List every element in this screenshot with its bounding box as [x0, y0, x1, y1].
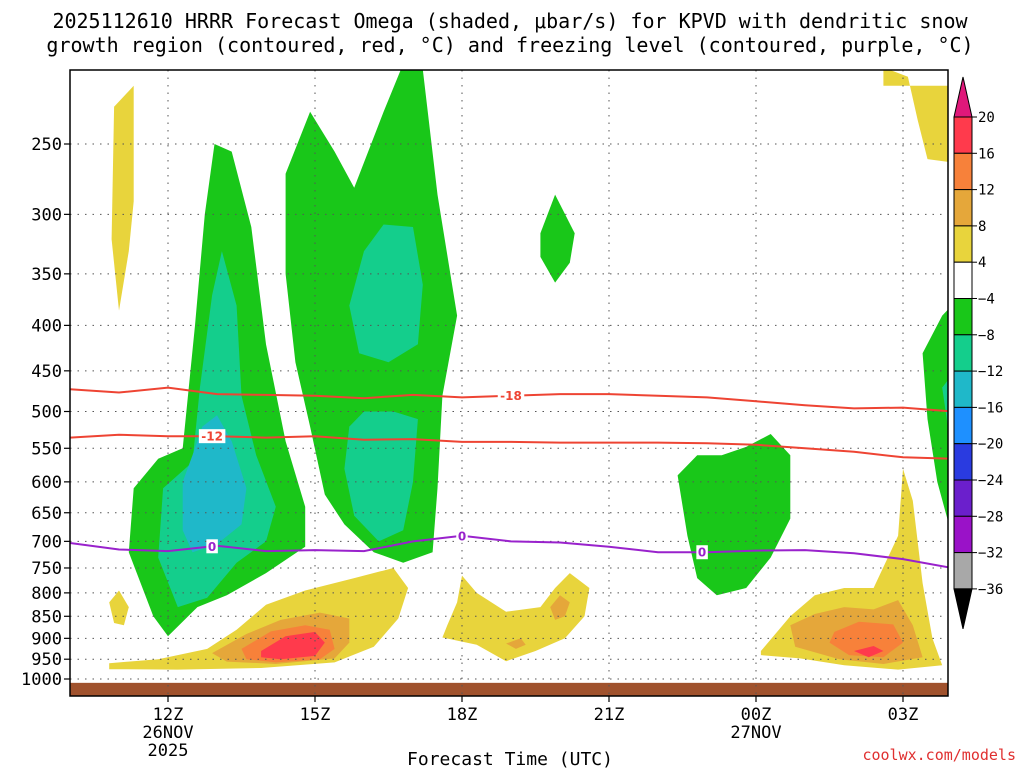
freezing-level-contour-label-1: 0	[458, 529, 466, 543]
y-tick-label-400: 400	[31, 316, 62, 336]
plot-frame	[69, 69, 949, 697]
y-tick-label-850: 850	[31, 607, 62, 627]
colorbar-label-10: −24	[978, 473, 1003, 489]
colorbar-segment-11	[953, 515, 973, 554]
y-tick-label-900: 900	[31, 629, 62, 649]
contour-lines: -18 -12 0 0 0	[70, 386, 948, 569]
omega-region-1	[109, 590, 129, 626]
y-tick-label-550: 550	[31, 439, 62, 459]
x-tick-label-03Z: 03Z	[888, 705, 919, 725]
y-tick-label-300: 300	[31, 205, 62, 225]
y-tick-label-950: 950	[31, 650, 62, 670]
dgz-upper-contour	[70, 386, 948, 413]
omega-region-8	[506, 638, 526, 649]
colorbar-label-6: −8	[978, 328, 995, 344]
colorbar-label-3: 8	[978, 219, 986, 235]
omega-region-12	[261, 631, 325, 660]
omega-region-7	[550, 595, 570, 620]
dgz-upper-contour-label-0: -18	[500, 389, 522, 403]
omega-region-20	[349, 224, 423, 363]
freezing-level-contour-label-2: 0	[698, 546, 706, 560]
colorbar-segment-7	[953, 370, 973, 408]
y-tick-label-1000: 1000	[21, 670, 62, 690]
colorbar-label-11: −28	[978, 509, 1003, 525]
freezing-level-contour-label-bg-0	[206, 539, 218, 554]
x-tick-label-00Z: 00Z	[741, 705, 772, 725]
colorbar-label-12: −32	[978, 546, 1003, 562]
y-tick-label-450: 450	[31, 362, 62, 382]
dgz-upper-contour-label-bg-0	[497, 388, 525, 403]
omega-region-5	[883, 70, 948, 162]
omega-shading	[109, 70, 948, 670]
y-tick-label-250: 250	[31, 135, 62, 155]
colorbar-label-8: −16	[978, 400, 1003, 416]
colorbar-segment-8	[953, 406, 973, 445]
y-tick-label-650: 650	[31, 504, 62, 524]
omega-region-23	[182, 415, 247, 553]
omega-region-21	[344, 411, 418, 542]
omega-region-13	[854, 646, 884, 658]
chart-title-line1: 2025112610 HRRR Forecast Omega (shaded, …	[52, 9, 968, 33]
omega-region-18	[922, 309, 948, 522]
colorbar-segment-2	[953, 189, 973, 227]
colorbar-label-5: −4	[978, 292, 995, 308]
dgz-lower-contour-label-bg-0	[198, 429, 226, 444]
colorbar-label-9: −20	[978, 437, 1003, 453]
colorbar-label-7: −12	[978, 364, 1003, 380]
colorbar-segment-3	[953, 225, 973, 263]
omega-region-22	[942, 380, 948, 428]
terrain-band	[70, 682, 948, 696]
y-tick-label-750: 750	[31, 559, 62, 579]
x-tick-label-15Z: 15Z	[300, 705, 331, 725]
colorbar-label-1: 16	[978, 146, 995, 162]
dgz-lower-contour-label-0: -12	[201, 430, 223, 444]
omega-region-3	[442, 573, 590, 662]
colorbar-bottom-arrow	[953, 588, 973, 630]
colorbar-segment-10	[953, 479, 973, 517]
colorbar-label-2: 12	[978, 183, 995, 199]
colorbar: 20 16 12 8 4 −4 −8 −12 −16 −20 −24 −28 −32 −36	[953, 76, 1003, 630]
y-tick-label-350: 350	[31, 265, 62, 285]
x-tick-year-12Z: 2025	[148, 741, 189, 761]
credit-text: coolwx.com/models	[862, 746, 1016, 764]
y-tick-label-500: 500	[31, 403, 62, 423]
colorbar-segment-12	[953, 552, 973, 590]
colorbar-segment-9	[953, 443, 973, 481]
colorbar-segment-4	[953, 261, 973, 300]
colorbar-label-0: 20	[978, 110, 995, 126]
colorbar-segment-5	[953, 298, 973, 336]
colorbar-segment-0	[953, 116, 973, 154]
colorbar-label-4: 4	[978, 255, 986, 271]
x-tick-label-12Z: 12Z	[153, 705, 184, 725]
chart-title-line2: growth region (contoured, red, °C) and f…	[46, 33, 973, 57]
colorbar-segment-1	[953, 152, 973, 191]
colorbar-segment-6	[953, 334, 973, 372]
omega-region-0	[111, 85, 134, 311]
colorbar-top-arrow	[953, 76, 973, 118]
y-axis: 2503003504004505005506006507007508008509…	[21, 135, 70, 690]
x-tick-date-12Z: 26NOV	[142, 723, 193, 743]
x-tick-label-21Z: 21Z	[594, 705, 625, 725]
freezing-level-contour-label-bg-1	[456, 528, 468, 543]
freezing-level-contour-label-bg-2	[696, 545, 708, 560]
freezing-level-contour-label-0: 0	[208, 540, 216, 554]
colorbar-label-13: −36	[978, 582, 1003, 598]
x-axis-title: Forecast Time (UTC)	[407, 749, 613, 768]
x-tick-date-00Z: 27NOV	[730, 723, 781, 743]
y-tick-label-600: 600	[31, 473, 62, 493]
omega-region-16	[540, 194, 575, 283]
freezing-level-contour	[70, 534, 948, 569]
y-tick-label-800: 800	[31, 584, 62, 604]
x-tick-label-18Z: 18Z	[447, 705, 478, 725]
y-tick-label-700: 700	[31, 532, 62, 552]
omega-region-17	[677, 434, 791, 596]
omega-region-11	[829, 621, 903, 658]
